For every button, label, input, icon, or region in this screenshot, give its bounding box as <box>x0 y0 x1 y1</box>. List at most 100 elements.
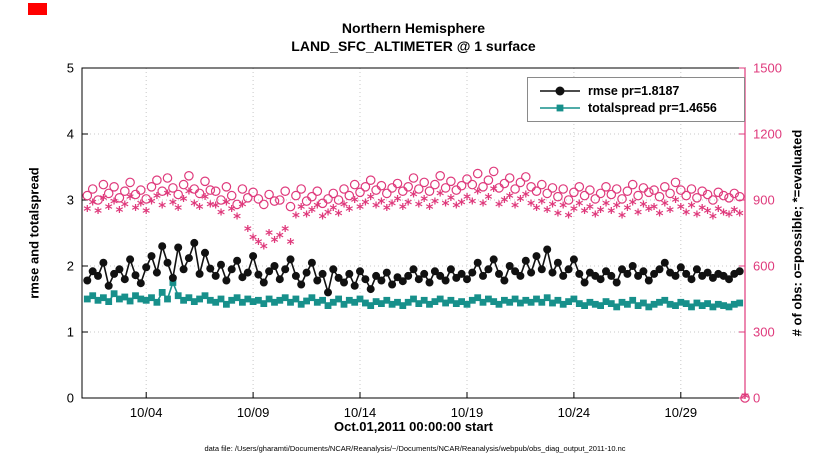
legend-label-totalspread: totalspread pr=1.4656 <box>588 101 717 115</box>
svg-text:*: * <box>394 192 402 210</box>
svg-text:*: * <box>629 195 637 213</box>
svg-text:*: * <box>730 203 738 221</box>
svg-text:*: * <box>704 204 712 222</box>
svg-text:*: * <box>527 197 535 215</box>
svg-text:*: * <box>420 192 428 210</box>
svg-text:5: 5 <box>67 61 74 76</box>
svg-text:*: * <box>372 199 380 217</box>
svg-text:*: * <box>287 235 295 253</box>
svg-text:10/19: 10/19 <box>451 405 484 420</box>
svg-text:*: * <box>169 195 177 213</box>
svg-text:*: * <box>196 200 204 218</box>
svg-text:*: * <box>329 201 337 219</box>
svg-text:*: * <box>565 209 573 227</box>
svg-text:0: 0 <box>67 391 74 406</box>
chart-title-line1: Northern Hemisphere <box>341 20 486 36</box>
svg-text:*: * <box>661 197 669 215</box>
svg-text:*: * <box>677 200 685 218</box>
svg-text:*: * <box>597 203 605 221</box>
svg-text:*: * <box>217 205 225 223</box>
svg-text:2: 2 <box>67 259 74 274</box>
svg-text:*: * <box>319 210 327 228</box>
svg-text:*: * <box>506 189 514 207</box>
svg-text:*: * <box>484 190 492 208</box>
svg-text:*: * <box>554 206 562 224</box>
svg-text:*: * <box>442 197 450 215</box>
svg-text:*: * <box>340 198 348 216</box>
y-axis-label-left: rmse and totalspread <box>26 167 42 299</box>
svg-text:*: * <box>436 187 444 205</box>
svg-text:1500: 1500 <box>753 61 782 76</box>
svg-text:*: * <box>356 200 364 218</box>
svg-text:*: * <box>308 203 316 221</box>
svg-text:*: * <box>142 204 150 222</box>
rmse-line-marker-icon <box>540 86 580 96</box>
svg-text:10/04: 10/04 <box>130 405 163 420</box>
svg-text:*: * <box>367 190 375 208</box>
svg-text:*: * <box>83 202 91 220</box>
svg-text:*: * <box>474 184 482 202</box>
svg-text:0: 0 <box>753 391 760 406</box>
totalspread-line-marker-icon <box>540 104 580 112</box>
svg-text:*: * <box>399 200 407 218</box>
svg-text:*: * <box>623 201 631 219</box>
svg-text:*: * <box>410 188 418 206</box>
svg-text:*: * <box>361 195 369 213</box>
svg-text:*: * <box>533 201 541 219</box>
svg-text:*: * <box>313 199 321 217</box>
svg-text:*: * <box>613 199 621 217</box>
svg-text:*: * <box>89 195 97 213</box>
svg-text:*: * <box>672 193 680 211</box>
svg-text:*: * <box>228 202 236 220</box>
svg-text:*: * <box>164 187 172 205</box>
svg-text:900: 900 <box>753 193 775 208</box>
svg-text:*: * <box>335 206 343 224</box>
svg-text:*: * <box>741 389 749 407</box>
legend: rmse pr=1.8187 totalspread pr=1.4656 <box>527 77 745 122</box>
svg-text:*: * <box>634 205 642 223</box>
svg-text:*: * <box>148 194 156 212</box>
svg-text:*: * <box>297 200 305 218</box>
svg-text:*: * <box>490 182 498 200</box>
svg-text:*: * <box>345 202 353 220</box>
svg-text:*: * <box>388 197 396 215</box>
svg-text:*: * <box>415 198 423 216</box>
svg-text:*: * <box>180 192 188 210</box>
svg-text:*: * <box>549 198 557 216</box>
svg-text:*: * <box>126 190 134 208</box>
svg-text:*: * <box>206 198 214 216</box>
svg-text:*: * <box>212 199 220 217</box>
svg-text:3: 3 <box>67 193 74 208</box>
svg-text:*: * <box>709 210 717 228</box>
svg-text:*: * <box>543 203 551 221</box>
svg-text:*: * <box>639 198 647 216</box>
svg-text:4: 4 <box>67 127 74 142</box>
svg-text:*: * <box>94 204 102 222</box>
svg-text:*: * <box>99 191 107 209</box>
svg-text:*: * <box>265 226 273 244</box>
svg-text:*: * <box>110 194 118 212</box>
svg-text:*: * <box>404 195 412 213</box>
svg-text:*: * <box>516 192 524 210</box>
svg-text:*: * <box>174 201 182 219</box>
legend-item-rmse: rmse pr=1.8187 <box>538 83 744 99</box>
svg-text:*: * <box>158 199 166 217</box>
svg-text:*: * <box>137 197 145 215</box>
svg-text:10/29: 10/29 <box>665 405 698 420</box>
svg-text:*: * <box>720 205 728 223</box>
svg-text:10/09: 10/09 <box>237 405 270 420</box>
svg-text:*: * <box>233 210 241 228</box>
svg-text:*: * <box>468 194 476 212</box>
svg-text:*: * <box>581 204 589 222</box>
svg-text:*: * <box>276 228 284 246</box>
svg-text:*: * <box>238 198 246 216</box>
svg-text:*: * <box>688 199 696 217</box>
svg-text:*: * <box>666 203 674 221</box>
svg-text:*: * <box>303 208 311 226</box>
svg-text:*: * <box>650 200 658 218</box>
svg-text:*: * <box>538 194 546 212</box>
svg-text:*: * <box>682 205 690 223</box>
svg-text:*: * <box>377 194 385 212</box>
svg-text:*: * <box>463 190 471 208</box>
